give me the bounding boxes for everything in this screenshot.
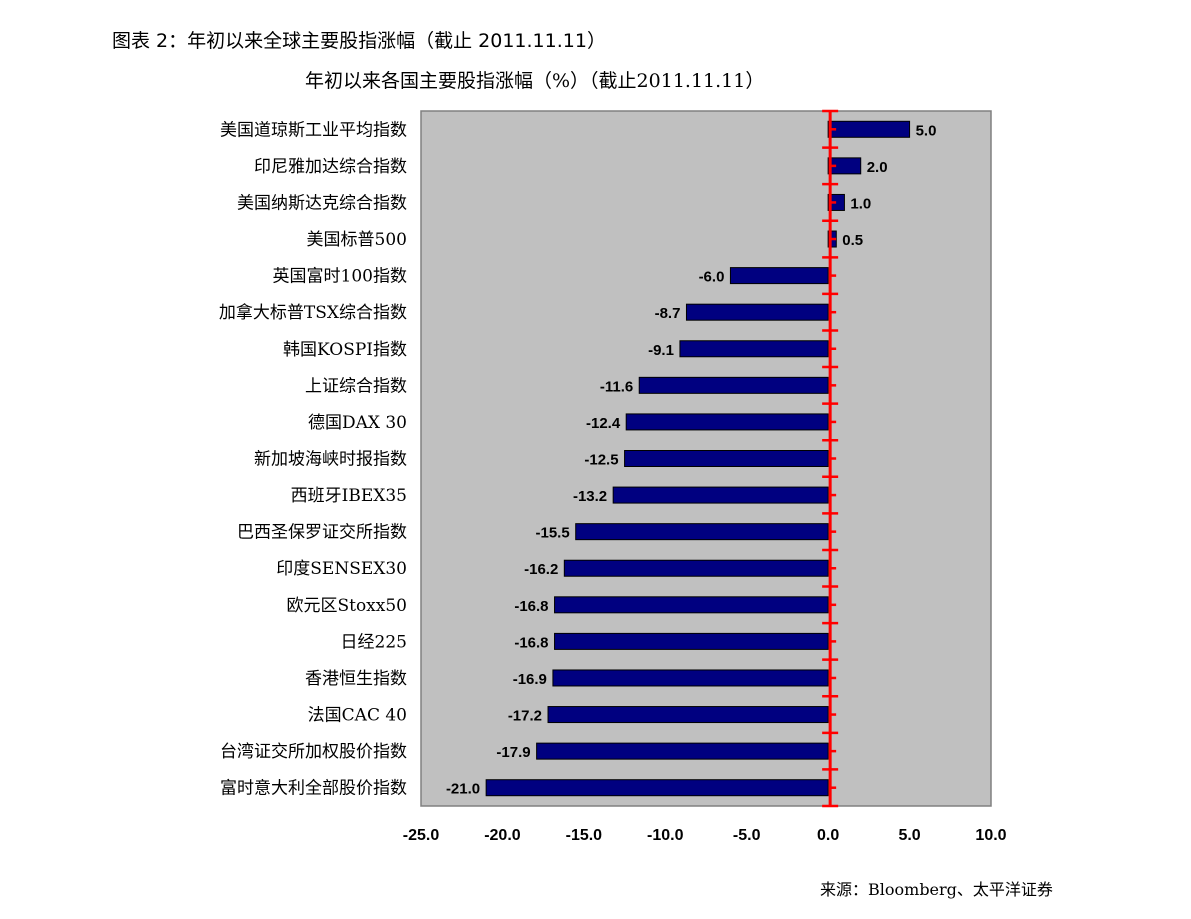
bar — [625, 413, 829, 431]
data-label: -17.9 — [496, 744, 530, 761]
bar — [827, 193, 845, 211]
bar — [554, 632, 829, 650]
category-label: 欧元区Stoxx50 — [286, 596, 407, 616]
category-label: 英国富时100指数 — [273, 267, 407, 287]
data-label: 5.0 — [916, 122, 937, 139]
bar — [827, 120, 911, 138]
bar — [679, 340, 829, 358]
figure-title: 图表 2：年初以来全球主要股指涨幅（截止 2011.11.11） — [112, 30, 606, 52]
data-label: -6.0 — [699, 269, 725, 286]
data-label: -16.9 — [513, 671, 547, 688]
x-tick-label: 5.0 — [898, 827, 920, 844]
category-label: 富时意大利全部股价指数 — [220, 779, 407, 799]
bar — [547, 706, 829, 724]
bar — [612, 486, 829, 504]
data-label: -17.2 — [508, 708, 542, 725]
data-label: -16.8 — [514, 598, 548, 615]
bar — [536, 742, 829, 760]
data-label: -16.2 — [524, 561, 558, 578]
category-label: 香港恒生指数 — [305, 669, 407, 689]
data-label: -12.4 — [586, 415, 621, 432]
bar — [685, 303, 829, 321]
data-label: -12.5 — [584, 452, 618, 469]
x-tick-label: -20.0 — [484, 827, 521, 844]
category-label: 上证综合指数 — [305, 376, 407, 396]
bar — [624, 450, 829, 467]
category-label: 法国CAC 40 — [308, 706, 407, 726]
bar — [485, 779, 829, 797]
bar — [638, 376, 829, 394]
bar — [827, 157, 862, 175]
category-label: 美国纳斯达克综合指数 — [237, 193, 407, 213]
data-label: 0.5 — [842, 232, 863, 249]
data-label: -9.1 — [648, 342, 674, 359]
x-tick-label: -15.0 — [566, 827, 603, 844]
bar — [563, 559, 829, 577]
category-label: 印度SENSEX30 — [276, 559, 407, 579]
data-label: -16.8 — [514, 634, 548, 651]
source-note: 来源：Bloomberg、太平洋证券 — [820, 880, 1053, 899]
x-tick-label: 0.0 — [817, 827, 839, 844]
data-label: -8.7 — [655, 305, 681, 322]
chart-title: 年初以来各国主要股指涨幅（%）（截止2011.11.11） — [305, 70, 765, 92]
data-label: -11.6 — [600, 378, 633, 395]
category-label: 美国道琼斯工业平均指数 — [220, 120, 407, 140]
data-label: -13.2 — [573, 488, 607, 505]
x-tick-label: -5.0 — [733, 827, 761, 844]
category-label: 西班牙IBEX35 — [291, 486, 407, 506]
bar — [554, 596, 829, 614]
category-label: 美国标普500 — [307, 230, 407, 250]
category-label: 巴西圣保罗证交所指数 — [237, 523, 407, 543]
category-label: 加拿大标普TSX综合指数 — [219, 302, 407, 323]
category-label: 新加坡海峡时报指数 — [254, 450, 407, 470]
bar — [575, 523, 829, 541]
data-label: -15.5 — [536, 525, 570, 542]
category-label: 印尼雅加达综合指数 — [254, 157, 407, 177]
category-label: 韩国KOSPI指数 — [283, 340, 407, 360]
data-label: 1.0 — [850, 195, 871, 212]
bar — [729, 267, 829, 285]
x-tick-label: 10.0 — [975, 827, 1006, 844]
bar — [552, 669, 829, 687]
category-label: 德国DAX 30 — [308, 413, 407, 433]
category-label: 日经225 — [341, 632, 407, 652]
category-label: 台湾证交所加权股价指数 — [220, 742, 407, 762]
x-tick-label: -25.0 — [403, 827, 440, 844]
data-label: -21.0 — [446, 781, 480, 798]
x-tick-label: -10.0 — [647, 827, 684, 844]
data-label: 2.0 — [867, 159, 888, 176]
